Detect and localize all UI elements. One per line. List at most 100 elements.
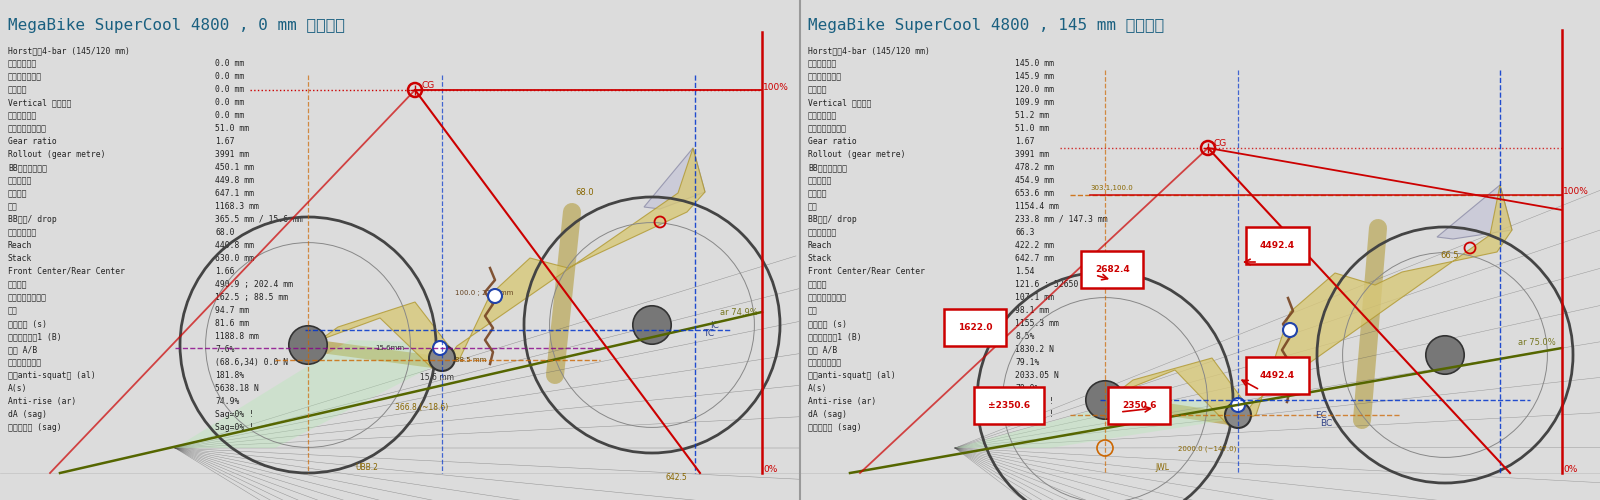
Text: BB高度/ drop: BB高度/ drop: [808, 215, 856, 224]
Text: 後輪軌跡弧行程: 後輪軌跡弧行程: [808, 72, 842, 81]
Text: Front Center/Rear Center: Front Center/Rear Center: [8, 267, 125, 276]
Text: 2000.0 (~147.0): 2000.0 (~147.0): [1178, 445, 1237, 452]
Text: 8.5%: 8.5%: [1014, 332, 1035, 341]
Text: 前輪行程: 前輪行程: [808, 85, 827, 94]
Text: 233.8 mm / 147.3 mm: 233.8 mm / 147.3 mm: [1014, 215, 1107, 224]
Text: 軸距: 軸距: [808, 202, 818, 211]
Text: 後下叉長度: 後下叉長度: [8, 176, 32, 185]
Text: Front Center/Rear Center: Front Center/Rear Center: [808, 267, 925, 276]
Text: 前輪行程: 前輪行程: [8, 85, 27, 94]
Text: MegaBike SuperCool 4800 , 0 mm 車架行程: MegaBike SuperCool 4800 , 0 mm 車架行程: [8, 18, 346, 33]
Text: 100%: 100%: [763, 82, 789, 92]
Text: BB到後輪軸距距: BB到後輪軸距距: [8, 163, 46, 172]
Polygon shape: [442, 148, 706, 366]
Circle shape: [632, 306, 672, 344]
Text: 對輪軸的制動力: 對輪軸的制動力: [8, 358, 42, 367]
Text: 422.2 mm: 422.2 mm: [1014, 241, 1054, 250]
Text: CG: CG: [1214, 139, 1227, 148]
Circle shape: [1086, 381, 1125, 419]
Text: (68.6,34) 0.0 N: (68.6,34) 0.0 N: [214, 358, 288, 367]
Circle shape: [290, 326, 326, 364]
Text: 121.6 ; 52650 mm 2: 121.6 ; 52650 mm 2: [1014, 280, 1102, 289]
Text: 輪軸軌跡曲率中心: 輪軸軌跡曲率中心: [808, 293, 846, 302]
Text: A(s): A(s): [808, 384, 827, 393]
Text: 3991 mm: 3991 mm: [1014, 150, 1050, 159]
Text: 目前頭管角度: 目前頭管角度: [808, 228, 837, 237]
Text: 120.0 mm: 120.0 mm: [1014, 85, 1054, 94]
Text: IC: IC: [710, 321, 718, 330]
Text: 450.1 mm: 450.1 mm: [214, 163, 254, 172]
Text: 70.0%: 70.0%: [1014, 384, 1040, 393]
Text: Sag=0% !: Sag=0% !: [1014, 397, 1054, 406]
Text: 66.3: 66.3: [1014, 228, 1035, 237]
Polygon shape: [955, 398, 1240, 448]
Text: 瞬時anti-squat線 (al): 瞬時anti-squat線 (al): [8, 371, 96, 380]
Text: 1.67: 1.67: [214, 137, 235, 146]
Text: 比率 A/B: 比率 A/B: [8, 345, 37, 354]
Circle shape: [429, 345, 454, 371]
Text: 88.5 mm: 88.5 mm: [454, 357, 486, 363]
Text: Reach: Reach: [808, 241, 832, 250]
Polygon shape: [643, 148, 706, 209]
Text: Stack: Stack: [8, 254, 32, 263]
Text: 1155.3 mm: 1155.3 mm: [1014, 319, 1059, 328]
Text: 頂管長度: 頂管長度: [808, 189, 827, 198]
Text: ar 74.9%: ar 74.9%: [720, 308, 758, 317]
Text: 2682.4: 2682.4: [1094, 265, 1130, 274]
Text: 81.6 mm: 81.6 mm: [214, 319, 250, 328]
Text: 0.0 mm: 0.0 mm: [214, 85, 245, 94]
Text: Vertical 前輪行程: Vertical 前輪行程: [8, 98, 72, 107]
Text: 後輪車直行程: 後輪車直行程: [808, 59, 837, 68]
Text: ±2350.6: ±2350.6: [989, 401, 1030, 410]
Text: Gear ratio: Gear ratio: [808, 137, 856, 146]
Text: 最大避震器壓縮量: 最大避震器壓縮量: [8, 124, 46, 133]
Polygon shape: [1437, 185, 1512, 239]
Text: 303.1,100.0: 303.1,100.0: [1090, 185, 1133, 191]
Text: 15.6 mm: 15.6 mm: [419, 373, 454, 382]
Text: 對輪軸的制動力: 對輪軸的制動力: [808, 358, 842, 367]
Text: 軌跡: 軌跡: [808, 306, 818, 315]
Polygon shape: [320, 302, 453, 370]
Text: CG: CG: [421, 81, 434, 90]
Circle shape: [1230, 398, 1245, 412]
Text: 51.0 mm: 51.0 mm: [1014, 124, 1050, 133]
Text: 454.9 mm: 454.9 mm: [1014, 176, 1054, 185]
Text: 瞬時轉點: 瞬時轉點: [8, 280, 27, 289]
Circle shape: [1426, 336, 1464, 374]
Polygon shape: [1238, 185, 1512, 423]
Text: BC: BC: [1320, 419, 1333, 428]
Text: 181.8%: 181.8%: [214, 371, 245, 380]
Text: 3991 mm: 3991 mm: [214, 150, 250, 159]
Text: 440.8 mm: 440.8 mm: [214, 241, 254, 250]
Text: 1830.2 N: 1830.2 N: [1014, 345, 1054, 354]
Text: 後下叉長度 (sag): 後下叉長度 (sag): [808, 423, 862, 432]
Text: 瞬時anti-squat線 (al): 瞬時anti-squat線 (al): [808, 371, 896, 380]
Text: 642.5: 642.5: [666, 473, 686, 482]
Text: Vertical 前輪行程: Vertical 前輪行程: [808, 98, 872, 107]
Text: 68.0: 68.0: [574, 188, 594, 197]
Text: 478.2 mm: 478.2 mm: [1014, 163, 1054, 172]
Text: 避震器壓縮量: 避震器壓縮量: [808, 111, 837, 120]
Text: 瞬時轉點: 瞬時轉點: [808, 280, 827, 289]
Text: dA (sag): dA (sag): [808, 410, 846, 419]
Text: ar 75.0%: ar 75.0%: [1518, 338, 1555, 347]
Text: 51.2 mm: 51.2 mm: [1014, 111, 1050, 120]
Text: 51.0 mm: 51.0 mm: [214, 124, 250, 133]
Text: Rollout (gear metre): Rollout (gear metre): [8, 150, 106, 159]
Text: 7.6%: 7.6%: [214, 345, 235, 354]
Text: 490.9 ; 202.4 mm: 490.9 ; 202.4 mm: [214, 280, 293, 289]
Polygon shape: [174, 340, 445, 448]
Text: 4492.4: 4492.4: [1261, 371, 1294, 380]
Circle shape: [488, 289, 502, 303]
Text: 98.1 mm: 98.1 mm: [1014, 306, 1050, 315]
Text: JWL: JWL: [1155, 463, 1170, 472]
Text: 145.9 mm: 145.9 mm: [1014, 72, 1054, 81]
Circle shape: [434, 341, 446, 355]
Text: 0.0 mm: 0.0 mm: [214, 72, 245, 81]
Text: UBB.2: UBB.2: [355, 463, 378, 472]
Text: 642.7 mm: 642.7 mm: [1014, 254, 1054, 263]
Text: 1168.3 mm: 1168.3 mm: [214, 202, 259, 211]
Text: 107.1 mm: 107.1 mm: [1014, 293, 1054, 302]
Text: 0.0 mm: 0.0 mm: [214, 98, 245, 107]
Text: 避震器壓縮量: 避震器壓縮量: [8, 111, 37, 120]
